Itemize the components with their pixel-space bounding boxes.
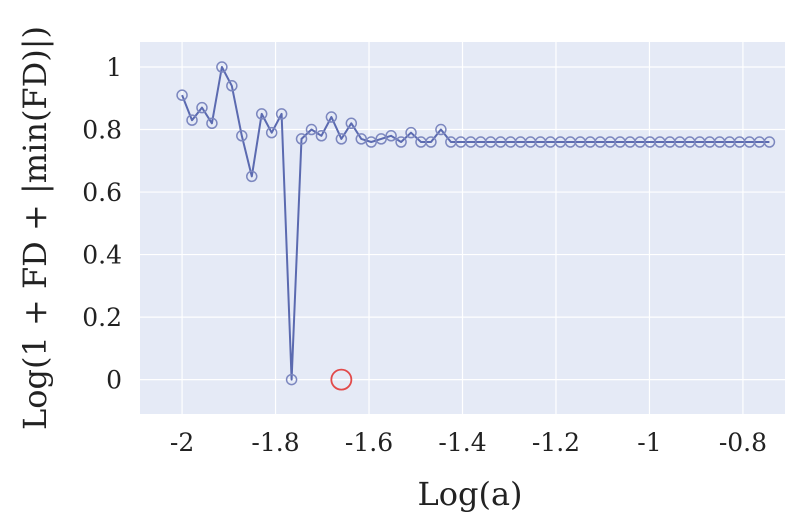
x-axis-label: Log(a) bbox=[417, 475, 522, 513]
data-point bbox=[285, 373, 298, 386]
data-point bbox=[265, 126, 278, 139]
x-axis-ticks: -2 -1.8 -1.6 -1.4 -1.2 -1 -0.8 bbox=[170, 428, 767, 457]
data-point bbox=[186, 114, 198, 126]
data-point bbox=[763, 136, 776, 148]
data-point bbox=[176, 89, 188, 101]
data-point bbox=[305, 123, 318, 136]
data-point bbox=[365, 136, 377, 148]
y-tick-label: 0.8 bbox=[82, 116, 122, 145]
data-point bbox=[435, 123, 447, 136]
y-axis-ticks: 0 0.2 0.4 0.6 0.8 1 bbox=[82, 53, 122, 395]
data-point bbox=[385, 130, 397, 142]
x-tick-label: -0.8 bbox=[719, 428, 767, 457]
y-tick-label: 1 bbox=[106, 53, 122, 82]
data-point bbox=[255, 108, 268, 120]
data-point bbox=[425, 136, 437, 148]
grid-lines bbox=[140, 42, 785, 414]
y-tick-label: 0 bbox=[106, 366, 122, 395]
x-tick-label: -1.4 bbox=[438, 428, 486, 457]
series-group bbox=[176, 61, 776, 391]
y-tick-label: 0.4 bbox=[82, 241, 122, 270]
data-point bbox=[226, 80, 238, 92]
x-tick-label: -2 bbox=[170, 428, 194, 457]
data-point bbox=[275, 108, 288, 120]
data-point bbox=[206, 117, 218, 130]
y-axis-label: Log(1 + FD + |min(FD)|) bbox=[16, 26, 54, 430]
x-tick-label: -1.8 bbox=[251, 428, 299, 457]
minimum-highlight-marker bbox=[330, 368, 353, 391]
data-point bbox=[375, 133, 387, 145]
data-point bbox=[295, 133, 308, 145]
y-tick-label: 0.2 bbox=[82, 303, 122, 332]
data-point bbox=[196, 101, 208, 114]
data-point bbox=[246, 170, 258, 183]
data-point bbox=[355, 133, 368, 145]
data-point bbox=[405, 126, 417, 139]
x-tick-label: -1 bbox=[637, 428, 661, 457]
x-tick-label: -1.2 bbox=[532, 428, 580, 457]
x-tick-label: -1.6 bbox=[345, 428, 393, 457]
data-point bbox=[216, 61, 228, 73]
data-point bbox=[345, 117, 358, 130]
data-point bbox=[335, 133, 348, 145]
data-point bbox=[315, 130, 328, 142]
data-point bbox=[395, 136, 407, 148]
y-tick-label: 0.6 bbox=[82, 178, 122, 207]
data-point bbox=[236, 130, 248, 142]
data-point bbox=[325, 111, 338, 123]
